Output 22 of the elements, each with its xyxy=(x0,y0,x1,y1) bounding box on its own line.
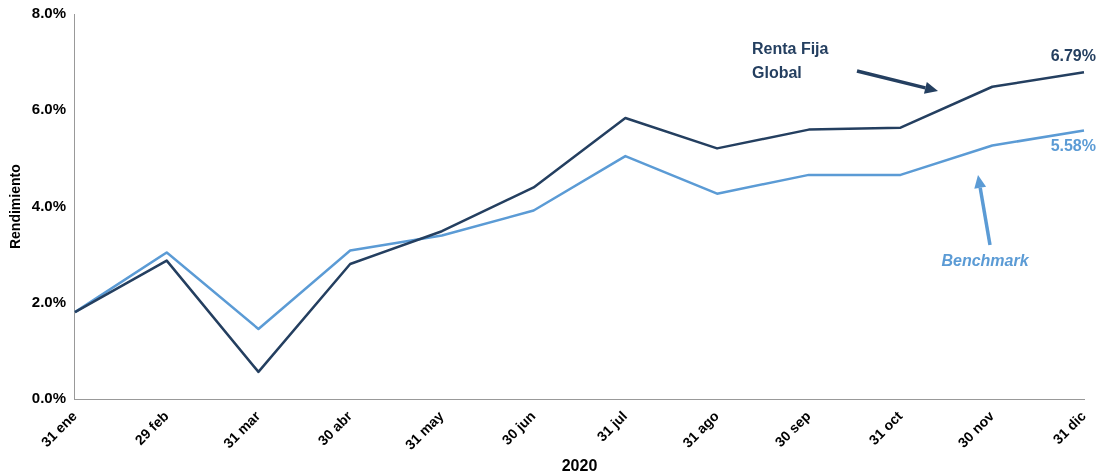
x-tick-label: 31 ene xyxy=(37,407,80,450)
x-tick-label: 30 jun xyxy=(498,407,539,448)
y-tick-label: 2.0% xyxy=(31,293,66,311)
x-tick-label: 31 ago xyxy=(679,407,722,451)
y-tick-label: 0.0% xyxy=(31,389,66,407)
x-tick-label: 30 sep xyxy=(771,407,814,450)
y-tick-label: 6.0% xyxy=(31,100,66,118)
x-tick-label: 30 abr xyxy=(314,407,356,449)
data-label: 5.58% xyxy=(1050,136,1096,154)
x-tick-label: 31 oct xyxy=(865,407,906,448)
x-tick-label: 31 jul xyxy=(593,407,631,445)
y-axis-title: Rendimiento xyxy=(7,164,24,250)
data-label: 6.79% xyxy=(1050,46,1096,64)
text: Benchmark xyxy=(941,252,1030,270)
y-tick-label: 8.0% xyxy=(31,4,66,22)
x-tick-label: 29 feb xyxy=(131,407,172,448)
x-tick-label: 31 mar xyxy=(220,407,264,452)
x-tick-label: 31 dic xyxy=(1049,407,1089,448)
y-tick-label: 4.0% xyxy=(31,196,66,214)
x-axis-title: 2020 xyxy=(561,456,598,474)
text: Renta Fija Global xyxy=(752,40,829,82)
x-tick-label: 30 nov xyxy=(954,407,998,451)
